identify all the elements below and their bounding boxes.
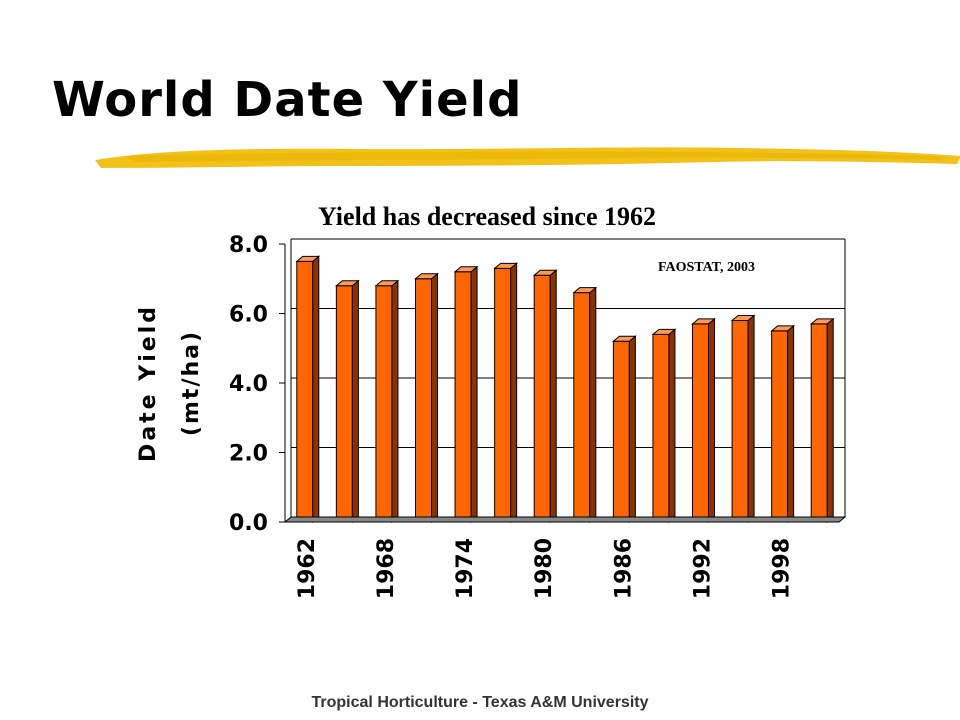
bar-1962 [295, 255, 321, 524]
bar-1971 [414, 272, 439, 524]
y-axis-label: Date Yield [136, 304, 161, 462]
y-tick-label: 2.0 [229, 442, 268, 467]
bar-top [611, 335, 637, 342]
bar-side [391, 279, 399, 524]
bar-front [810, 323, 828, 523]
bar-side [312, 255, 320, 524]
bar-front [771, 330, 789, 523]
y-axis-unit: (mt/ha) [179, 330, 204, 436]
bar-front [533, 274, 551, 523]
bar-front [335, 285, 353, 523]
bar-side [431, 272, 438, 524]
bar-front [731, 319, 749, 523]
bar-side [747, 314, 755, 524]
bar-top [770, 325, 796, 332]
bar-front [494, 267, 512, 523]
bar-side [589, 286, 597, 524]
bar-1986 [611, 335, 637, 524]
bar-top [334, 280, 360, 287]
bar-1983 [572, 286, 598, 524]
bar-1974 [453, 265, 479, 524]
bar-side [826, 317, 834, 524]
bar-1992 [691, 317, 716, 524]
bar-front [296, 260, 314, 523]
bar-front [454, 271, 472, 523]
bar-1977 [493, 262, 519, 524]
x-tick-label: 1968 [374, 538, 399, 599]
y-tick-label: 6.0 [229, 303, 268, 328]
bar-front [375, 285, 393, 523]
bar-1989 [651, 328, 677, 524]
bar-top [295, 255, 321, 262]
bar-2001 [809, 317, 835, 524]
bar-top [691, 318, 716, 325]
x-tick-label: 1986 [611, 538, 636, 599]
plot-floor [283, 516, 847, 523]
bar-front [692, 323, 709, 523]
bar-1980 [532, 269, 558, 524]
bar-top [414, 273, 439, 280]
bar-side [787, 324, 795, 524]
bar-top [453, 266, 479, 273]
brush-stroke-divider [95, 147, 960, 168]
bar-side [708, 317, 715, 524]
bars [295, 255, 835, 524]
y-tick-labels: 0.0 2.0 4.0 6.0 8.0 [229, 233, 285, 536]
bar-front [612, 340, 630, 523]
bar-1965 [334, 279, 360, 524]
y-tick-label: 4.0 [229, 372, 268, 397]
bar-top [572, 287, 598, 294]
slide-footer: Tropical Horticulture - Texas A&M Univer… [311, 694, 649, 711]
y-tick-label: 0.0 [229, 511, 268, 536]
x-tick-label: 1992 [691, 538, 716, 599]
bar-side [351, 279, 359, 524]
bar-top [730, 314, 756, 321]
x-tick-label: 1980 [532, 538, 557, 599]
bar-1998 [770, 324, 796, 524]
axes [283, 238, 847, 523]
x-tick-label: 1998 [770, 538, 795, 599]
bar-side [470, 265, 478, 524]
x-tick-label: 1974 [453, 538, 478, 599]
bar-side [549, 269, 557, 524]
bar-front [652, 333, 670, 523]
source-annotation: FAOSTAT, 2003 [658, 260, 755, 275]
bar-side [510, 262, 518, 524]
bar-side [628, 335, 636, 524]
bar-1995 [730, 314, 756, 524]
x-tick-labels: 1962 1968 1974 1980 1986 1992 1998 [295, 538, 795, 599]
bar-top [493, 262, 519, 269]
slide-title: World Date Yield [52, 72, 523, 128]
bar-side [668, 328, 676, 524]
bar-front [415, 278, 432, 523]
bar-top [532, 269, 558, 276]
y-tick-label: 8.0 [229, 233, 268, 258]
bar-top [374, 280, 400, 287]
bar-1968 [374, 279, 400, 524]
bar-top [651, 328, 677, 335]
x-tick-label: 1962 [295, 538, 320, 599]
gridlines [291, 238, 845, 448]
chart-title: Yield has decreased since 1962 [318, 202, 656, 231]
bar-front [573, 292, 591, 523]
bar-top [809, 318, 835, 325]
